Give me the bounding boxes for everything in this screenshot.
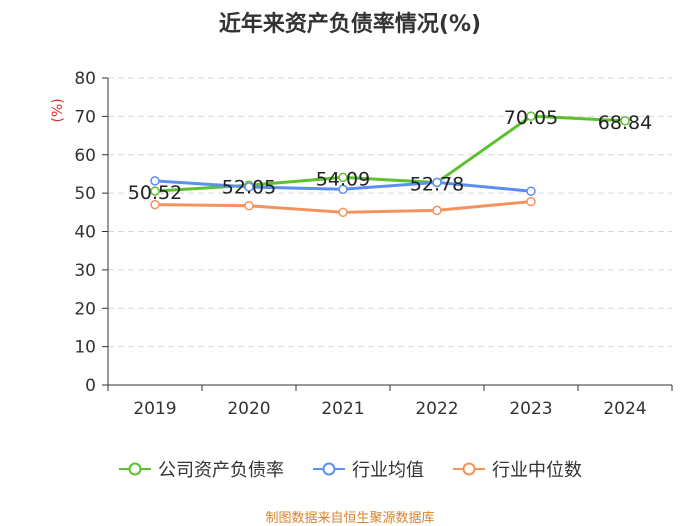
data-label-2019: 50.52	[128, 182, 182, 204]
legend-marker-company-icon	[119, 462, 151, 476]
series-1-point-2019	[150, 176, 160, 186]
data-label-2022: 52.78	[410, 173, 464, 195]
data-label-2020: 52.05	[222, 176, 276, 198]
legend-item-company[interactable]: 公司资产负债率	[118, 456, 284, 482]
x-tick-label-2021: 2021	[321, 399, 364, 419]
y-tick-label-20: 20	[74, 299, 96, 319]
y-tick-label-30: 30	[74, 261, 96, 281]
x-tick-label-2024: 2024	[603, 399, 646, 419]
y-tick-label-80: 80	[74, 69, 96, 89]
series-1-point-2021	[338, 184, 348, 195]
y-tick-label-40: 40	[74, 223, 96, 243]
series-0-point-2019	[150, 186, 160, 196]
series-0-point-2024	[620, 116, 630, 126]
y-axis-unit-label: (%)	[50, 98, 66, 122]
x-tick-label-2020: 2020	[227, 399, 270, 419]
series-1-point-2023	[526, 186, 536, 196]
chart-title: 近年来资产负债率情况(%)	[218, 12, 482, 37]
series-0-point-2023	[526, 111, 536, 121]
x-tick-label-2022: 2022	[415, 399, 458, 419]
legend-label-company: 公司资产负债率	[158, 460, 284, 481]
series-1-point-2020	[244, 182, 254, 192]
series-2-point-2021	[338, 207, 348, 218]
y-tick-label-60: 60	[74, 146, 96, 166]
series-2-point-2023	[526, 196, 536, 207]
legend-item-industry-avg[interactable]: 行业均值	[312, 456, 424, 482]
legend-label-industry-median: 行业中位数	[492, 460, 582, 481]
data-label-2021: 54.09	[316, 168, 370, 190]
series-1-point-2022	[432, 177, 442, 188]
legend-marker-industry-median-icon	[453, 462, 485, 476]
series-2-point-2019	[150, 199, 160, 210]
legend: 公司资产负债率 行业均值 行业中位数	[0, 456, 700, 482]
legend-label-industry-avg: 行业均值	[352, 460, 424, 481]
y-tick-label-70: 70	[74, 107, 96, 127]
legend-item-industry-median[interactable]: 行业中位数	[452, 456, 582, 482]
y-tick-label-50: 50	[74, 184, 96, 204]
data-label-2024: 68.84	[598, 112, 652, 134]
x-tick-label-2019: 2019	[133, 399, 176, 419]
series-0-point-2021	[338, 172, 348, 183]
x-tick-label-2023: 2023	[509, 399, 552, 419]
legend-marker-industry-avg-icon	[313, 462, 345, 476]
series-2-point-2020	[244, 201, 254, 211]
y-tick-label-0: 0	[85, 376, 96, 396]
source-note: 制图数据来自恒生聚源数据库	[265, 511, 435, 526]
series-2-point-2022	[432, 205, 442, 216]
y-tick-label-10: 10	[74, 338, 96, 358]
data-label-2023: 70.05	[504, 107, 558, 129]
